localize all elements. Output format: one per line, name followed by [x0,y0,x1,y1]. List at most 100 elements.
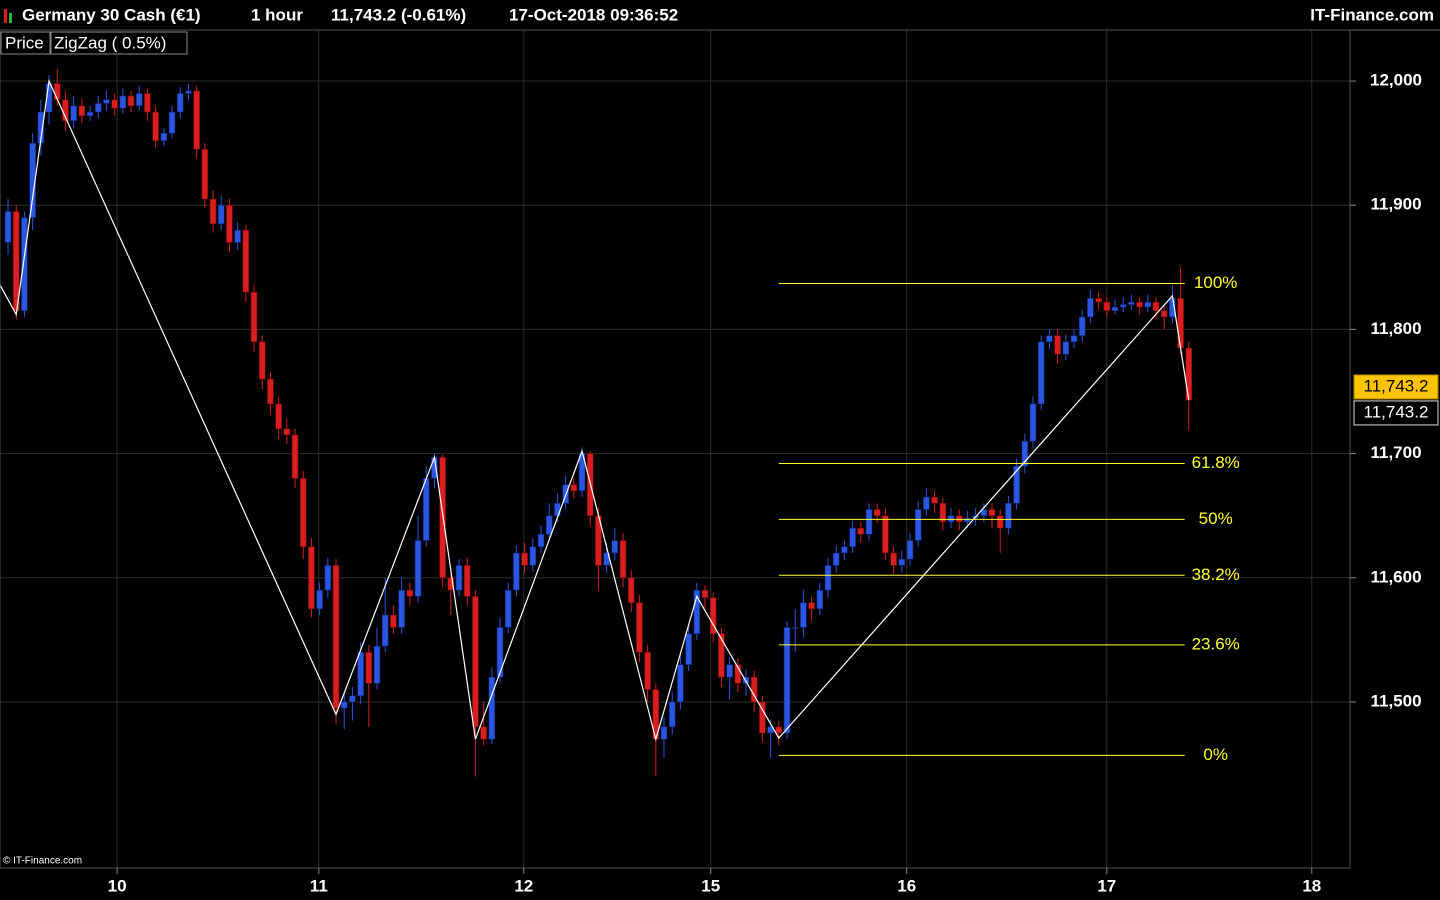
candle-body [1037,341,1045,405]
quote: 11,743.2 (-0.61%) [331,5,466,24]
candle-body [390,614,397,628]
candle-body [513,552,520,591]
y-tick-label: 11,800 [1370,319,1421,338]
candle-body [135,93,143,107]
candle-body [127,95,135,107]
candle-body [996,515,1004,529]
candle-body [381,614,389,647]
candle-body [554,502,561,516]
last-price-box [1353,400,1439,426]
candle-body [422,478,430,541]
candle-body [890,552,897,566]
candle-body [709,597,717,634]
candle-body [1177,298,1184,349]
plot-border [0,29,1351,869]
x-tick-label: 10 [108,876,127,895]
indicator-label: ZigZag ( 0.5%) [54,33,166,52]
header-bar [0,0,1440,30]
candle-body [349,695,356,703]
candle-body [955,515,963,523]
candle-body [988,509,996,516]
candle-body [176,93,184,113]
candle-body [873,509,881,516]
candle-body [964,517,971,523]
x-tick-label: 15 [701,876,720,895]
candle-body [824,565,832,591]
x-tick-label: 17 [1097,876,1116,895]
candle-body [1144,301,1152,308]
candle-body [644,651,651,690]
x-tick-label: 12 [514,876,533,895]
candle-body [94,103,102,113]
candle-body [800,602,807,628]
copyright: © IT-Finance.com [3,856,82,867]
candle-body [1185,347,1193,401]
last-price-label: 11,743.2 [1364,402,1429,421]
candle-body [980,509,988,516]
candle-body [1087,298,1094,318]
candle-body [677,664,684,703]
candle-body [209,198,217,225]
y-tick-label: 12,000 [1370,71,1422,90]
candle-body [168,111,176,134]
indicator-box [50,31,188,55]
candle-body [496,627,504,678]
candle-body [488,676,496,740]
candle-body [316,589,323,610]
candle-body [1095,298,1102,303]
candle-body [308,546,315,610]
candle-body [1136,301,1143,308]
fib-label: 61.8% [1192,453,1240,472]
fib-label: 38.2% [1192,565,1240,584]
candle-body [849,527,856,548]
candle-body [882,515,889,554]
candle-body [734,664,742,684]
candle-body [1111,306,1119,312]
candle-body [111,99,118,109]
candle-body [865,509,873,535]
candle-body [832,552,840,566]
candle-body [357,651,364,697]
candle-body [21,217,28,312]
candle-body [775,726,783,734]
indicator-label: Price [5,33,44,52]
candle-body [898,558,906,566]
candle-body [103,99,110,104]
y-tick-label: 11,900 [1370,195,1421,214]
candle-body [1078,316,1086,336]
candle-body [1119,304,1127,308]
candle-body [545,515,553,535]
candle-body [1005,502,1012,529]
candle-body [283,428,291,436]
candle-body [529,546,537,566]
x-tick-label: 11 [310,876,328,895]
instrument: Germany 30 Cash (€1) [22,5,201,24]
y-tick-label: 11,500 [1370,691,1421,710]
candle-body [398,589,405,628]
candle-body [1029,403,1037,442]
candle-body [521,552,528,566]
candle-body [726,664,733,678]
candle-body [1152,301,1160,312]
candle-body [193,90,200,150]
plot-area [0,30,1350,868]
timeframe: 1 hour [251,5,303,24]
icon-bar [9,13,12,23]
candle-body [185,90,192,94]
candle-body [791,627,799,629]
candle-body [53,83,61,100]
candle-body [759,701,766,734]
candle-body [472,596,479,728]
x-tick-label: 18 [1302,876,1321,895]
candle-body [119,95,127,109]
candle-body [923,496,930,510]
candle-body [447,577,455,591]
candle-body [160,132,168,141]
candle-body [480,726,487,740]
candle-body [250,291,258,343]
candle-body [258,341,266,380]
candle-body [947,515,955,523]
candle-body [1160,310,1168,318]
